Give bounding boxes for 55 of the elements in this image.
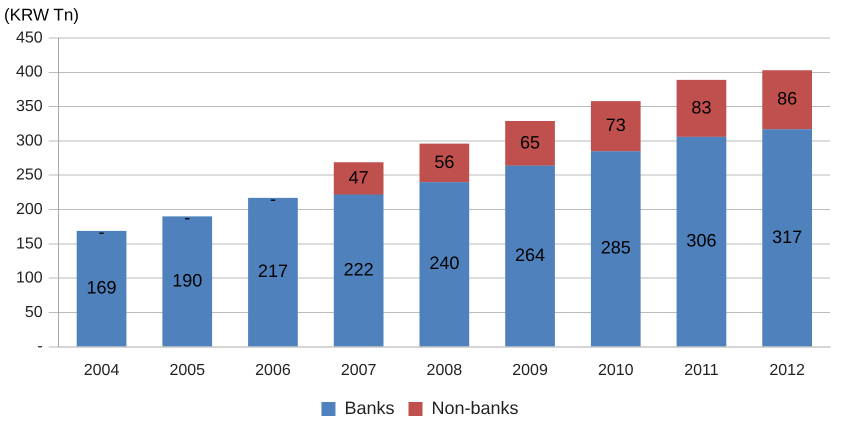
y-tick-label: - (37, 338, 43, 356)
bar (419, 144, 470, 182)
data-label: 240 (429, 253, 460, 274)
bar (762, 70, 812, 130)
data-label: - (184, 207, 190, 228)
data-label: 190 (172, 270, 202, 290)
data-label: 306 (686, 230, 716, 251)
bar (334, 194, 384, 346)
data-label: 56 (434, 152, 454, 172)
y-tick-label: 350 (16, 98, 43, 116)
data-label: - (270, 188, 276, 209)
y-tick-label: 300 (16, 132, 43, 150)
data-label: 169 (86, 278, 117, 298)
data-label: - (98, 222, 105, 242)
bar (334, 162, 384, 194)
data-label: 65 (520, 132, 540, 152)
y-tick-label: 50 (24, 304, 43, 321)
data-label: 217 (258, 261, 288, 282)
x-tick-label: 2008 (426, 362, 462, 379)
data-label: 317 (772, 226, 802, 247)
y-tick-label: 400 (16, 64, 43, 81)
x-tick-label: 2004 (84, 362, 120, 379)
bar (505, 166, 555, 346)
y-tick-label: 250 (16, 166, 43, 184)
data-label: 264 (515, 244, 546, 265)
bar (676, 136, 726, 346)
bar (505, 121, 555, 166)
y-axis-title: (KRW Tn) (4, 6, 79, 25)
y-tick-label: 450 (16, 29, 43, 46)
x-tick-label: 2007 (340, 362, 377, 379)
data-label: 73 (606, 115, 626, 136)
bar (676, 80, 726, 137)
legend-label: Banks (344, 398, 394, 418)
data-label: 83 (691, 97, 712, 118)
bar (419, 182, 470, 346)
bar (76, 230, 126, 346)
y-tick-label: 100 (16, 270, 43, 287)
data-label: 285 (600, 238, 631, 258)
bar (590, 151, 641, 346)
bar (762, 129, 812, 346)
bar (590, 101, 641, 152)
y-tick-label: 200 (16, 200, 43, 218)
x-tick-label: 2005 (169, 362, 206, 379)
data-label: 47 (348, 167, 369, 188)
x-tick-label: 2012 (769, 362, 806, 379)
bar (248, 198, 298, 346)
data-label: 222 (344, 259, 374, 280)
x-tick-label: 2006 (255, 362, 291, 379)
data-label: 86 (777, 88, 798, 109)
bar (162, 216, 212, 346)
legend-label: Non-banks (431, 398, 519, 418)
x-tick-label: 2010 (598, 362, 634, 379)
x-tick-label: 2009 (512, 362, 548, 379)
y-tick-label: 150 (16, 235, 43, 252)
x-tick-label: 2011 (684, 362, 719, 379)
